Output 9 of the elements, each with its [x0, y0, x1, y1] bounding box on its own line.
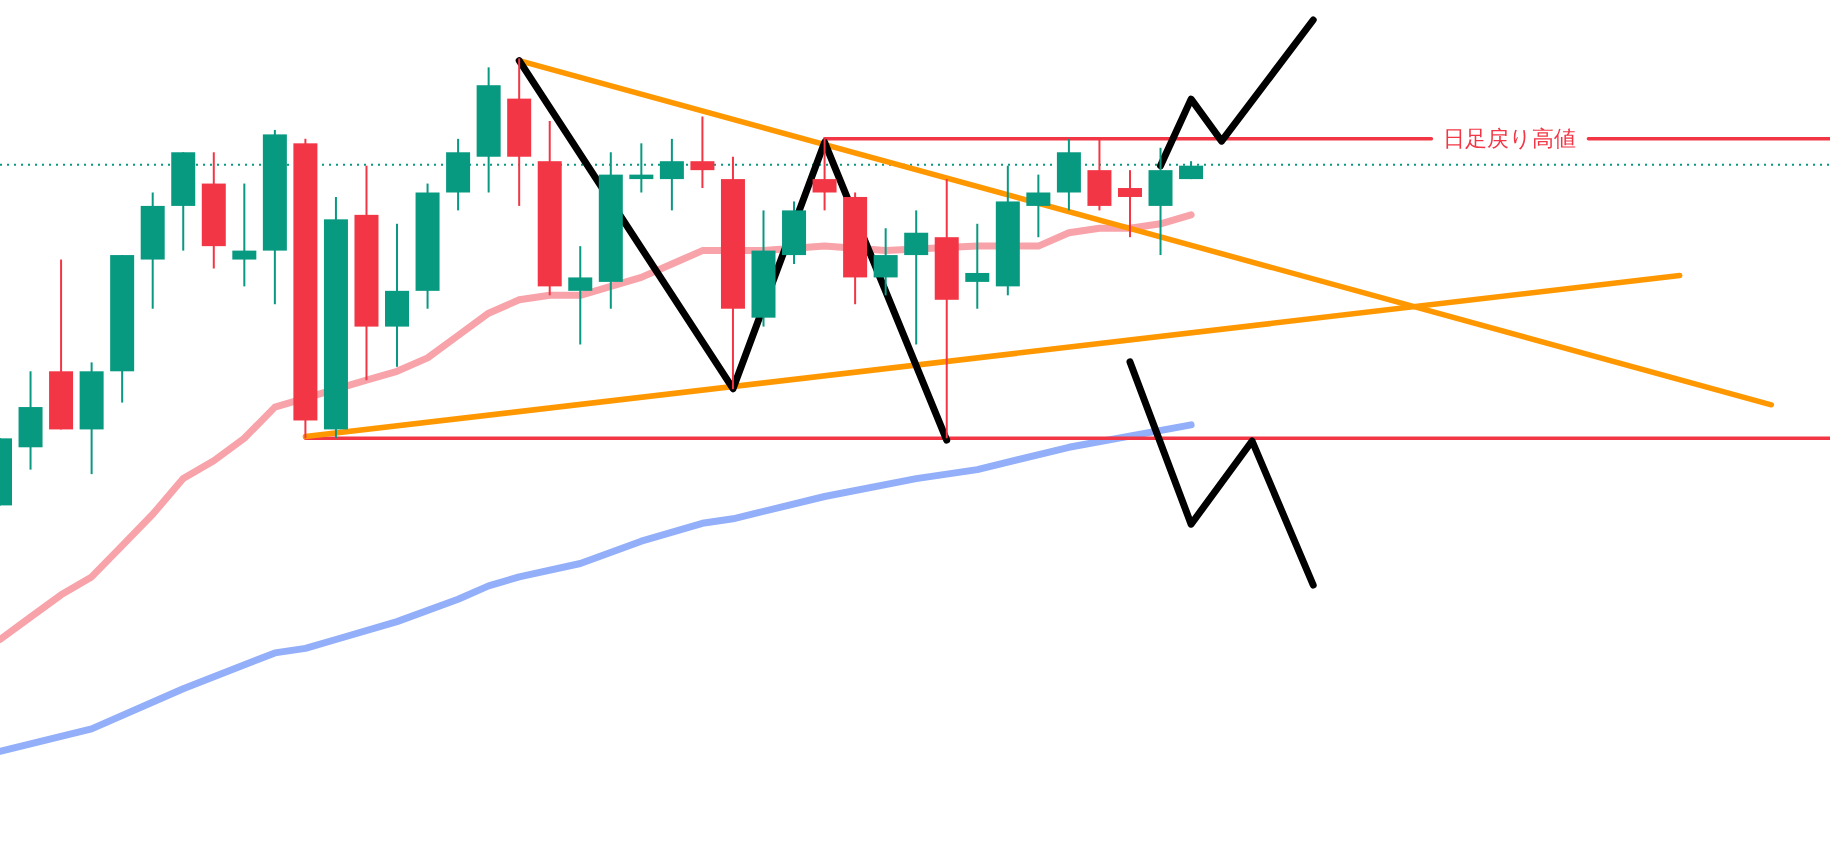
candlestick: [873, 227, 898, 297]
candlestick: [568, 245, 593, 346]
candlestick: [965, 222, 990, 310]
candlestick: [232, 182, 257, 288]
series-label: 日足戻り高値: [1443, 126, 1577, 152]
candlestick: [690, 115, 715, 190]
candlestick: [1117, 169, 1142, 239]
candlestick: [1026, 173, 1051, 239]
candlestick: [904, 209, 929, 346]
